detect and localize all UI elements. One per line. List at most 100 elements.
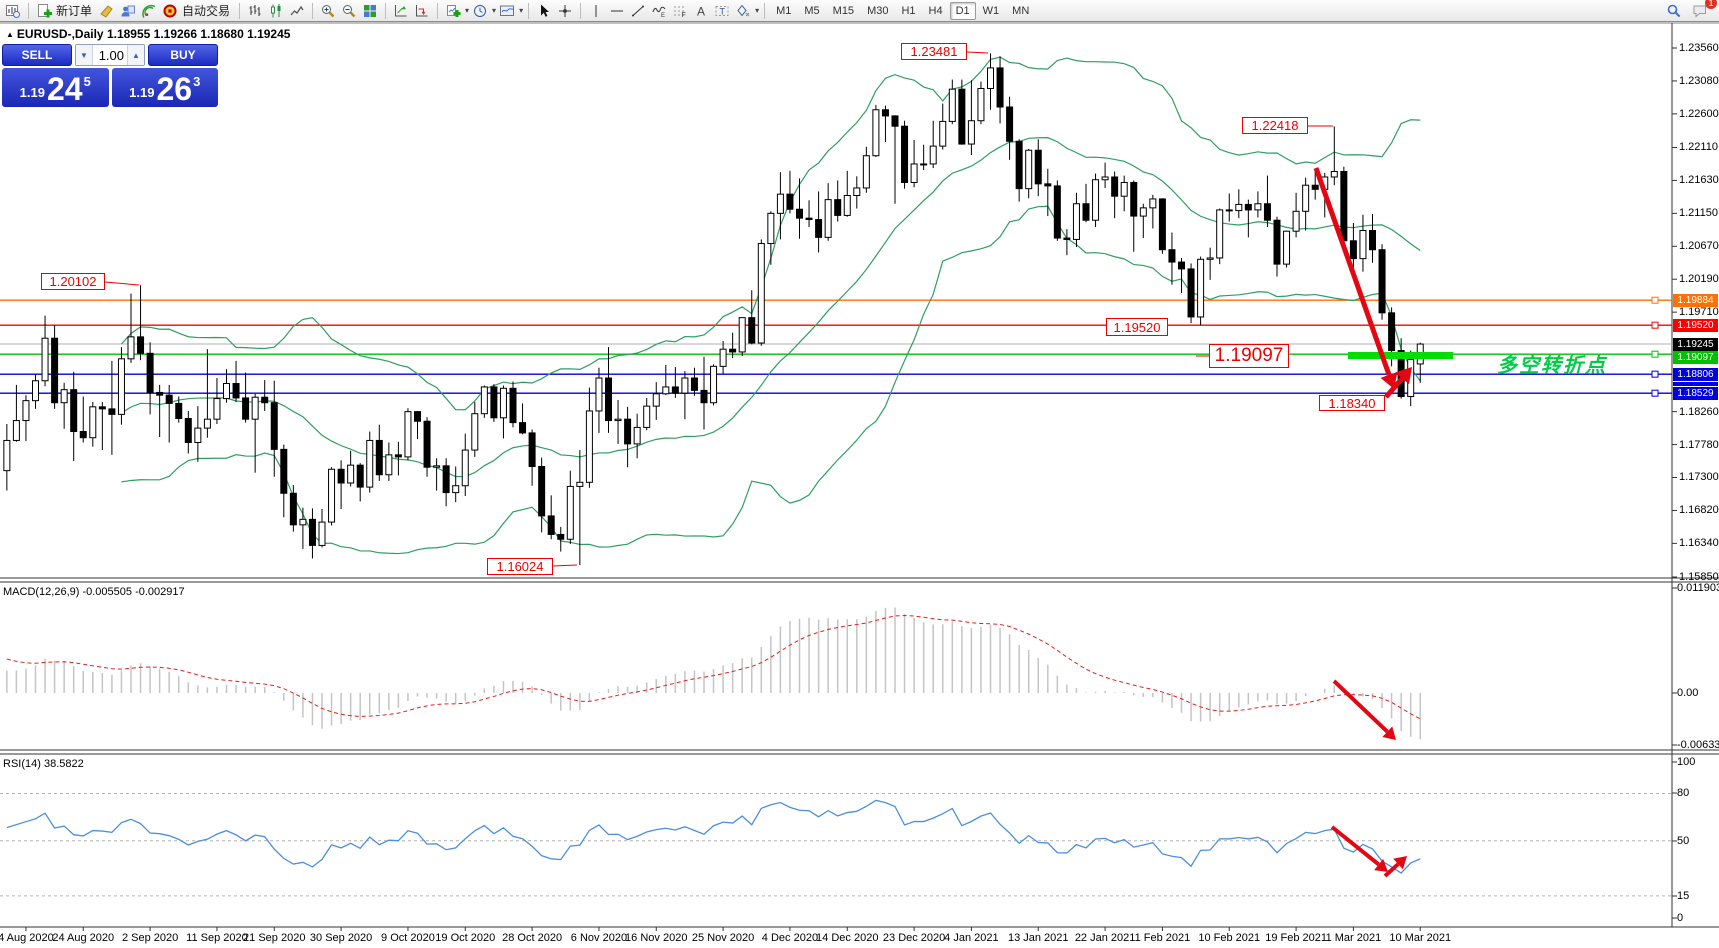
macd-label: MACD(12,26,9) -0.005505 -0.002917 [3, 586, 185, 598]
add-indicator-icon[interactable] [443, 1, 463, 21]
chevron-down-icon[interactable]: ▾ [755, 6, 760, 15]
price-callout[interactable]: 1.19097 [1209, 344, 1289, 368]
toolbar-separator [580, 2, 582, 19]
x-axis-date-label: 22 Jan 2021 [1074, 932, 1136, 944]
timeframe-button-M30[interactable]: M30 [867, 4, 889, 17]
bar-chart-icon[interactable] [245, 1, 265, 21]
window-icon: ▲ [6, 30, 14, 39]
rsi-axis-label: 80 [1677, 787, 1690, 799]
candle-chart-icon[interactable] [266, 1, 286, 21]
price-callout[interactable]: 1.22418 [1242, 117, 1308, 134]
vertical-line-icon[interactable] [586, 1, 606, 21]
axis-price-badge: 1.19245 [1673, 337, 1718, 351]
x-axis-date-label: 25 Nov 2020 [691, 932, 755, 944]
timeframe-toolbar: M1 M5 M15 M30 H1 H4 D1 W1 MN [770, 1, 1035, 20]
rsi-axis-label: 100 [1677, 756, 1696, 768]
auto-arrange-icon[interactable] [391, 1, 411, 21]
line-handle [1651, 350, 1659, 358]
shapes-icon[interactable] [733, 1, 753, 21]
trendline-icon[interactable] [628, 1, 648, 21]
timeframe-button-MN[interactable]: MN [1012, 4, 1030, 17]
price-callout[interactable]: 1.19520 [1106, 318, 1168, 336]
x-axis-date-label: 4 Aug 2020 [0, 932, 54, 944]
macd-axis-label: -0.006334 [1677, 739, 1719, 751]
period-icon[interactable] [470, 1, 490, 21]
autotrade-icon[interactable] [160, 1, 180, 21]
sell-button[interactable]: SELL [2, 44, 72, 66]
fibonacci-icon[interactable]: F [670, 1, 690, 21]
price-callout[interactable]: 1.20102 [41, 273, 105, 290]
chart-note-text[interactable]: 多空转折点 [1497, 355, 1607, 377]
timeframe-button-H4[interactable]: H4 [928, 4, 943, 17]
price-callout[interactable]: 1.18340 [1319, 395, 1385, 411]
x-axis-date-label: 16 Nov 2020 [625, 932, 688, 944]
macd-axis-label: 0.00 [1677, 687, 1699, 699]
sell-price-sup: 5 [83, 74, 91, 89]
volume-decrease-button[interactable]: ▼ [76, 45, 93, 65]
toolbar-separator [528, 2, 530, 19]
rsi-axis-label: 50 [1677, 835, 1690, 847]
price-callout[interactable]: 1.23481 [901, 43, 967, 60]
signal-icon[interactable] [139, 1, 159, 21]
notifications-button[interactable]: 1 [1690, 0, 1717, 21]
timeframe-button-D1[interactable]: D1 [949, 1, 976, 20]
x-axis-date-label: 4 Dec 2020 [761, 932, 819, 944]
volume-input[interactable]: 1.00 [98, 48, 124, 63]
cursor-icon[interactable] [534, 1, 554, 21]
x-axis-date-label: 4 Jan 2021 [944, 932, 999, 944]
buy-price-tile[interactable]: 1.19 26 3 [111, 68, 218, 107]
x-axis-date-label: 1 Mar 2021 [1325, 932, 1382, 944]
elliott-wave-icon[interactable]: E [649, 1, 669, 21]
timeframe-button-M15[interactable]: M15 [832, 4, 855, 17]
x-axis-date-label: 23 Dec 2020 [882, 932, 946, 944]
crosshair-icon[interactable] [555, 1, 575, 21]
line-chart-icon[interactable] [287, 1, 307, 21]
y-axis-label: 1.23560 [1679, 42, 1719, 54]
new-order-icon[interactable] [34, 1, 54, 21]
x-axis-date-label: 24 Aug 2020 [52, 932, 115, 944]
chart-preview-icon[interactable] [3, 1, 23, 21]
timeframe-button-M5[interactable]: M5 [804, 4, 820, 17]
new-order-button[interactable]: 新订单 [56, 4, 93, 18]
bollinger-middle-band [121, 137, 1421, 478]
text-label-icon[interactable]: T [712, 1, 732, 21]
autotrade-button[interactable]: 自动交易 [182, 4, 231, 18]
sell-price-tile[interactable]: 1.19 24 5 [2, 68, 109, 107]
x-axis-date-label: 10 Feb 2021 [1198, 932, 1261, 944]
text-icon[interactable]: A [691, 1, 711, 21]
buy-button[interactable]: BUY [148, 44, 218, 66]
zoom-out-icon[interactable] [339, 1, 359, 21]
trend-arrow [1330, 825, 1380, 867]
price-callout[interactable]: 1.16024 [487, 558, 553, 575]
x-axis-date-label: 13 Jan 2021 [1007, 932, 1069, 944]
y-axis-label: 1.18260 [1679, 405, 1719, 418]
timeframe-button-H1[interactable]: H1 [901, 4, 916, 17]
search-icon[interactable] [1664, 1, 1684, 21]
obscured-price-badge [1673, 381, 1718, 386]
timeframe-button-M1[interactable]: M1 [776, 4, 792, 17]
toolbar-separator [312, 2, 314, 19]
styler-icon[interactable] [97, 1, 117, 21]
x-axis-date-label: 19 Feb 2021 [1265, 932, 1327, 944]
chevron-down-icon[interactable]: ▾ [465, 6, 470, 15]
terminal-icon[interactable] [118, 1, 138, 21]
tile-windows-icon[interactable] [360, 1, 380, 21]
callout-connector [966, 51, 989, 54]
axis-price-badge: 1.18806 [1673, 367, 1718, 381]
track-chart-icon[interactable] [412, 1, 432, 21]
template-icon[interactable] [497, 1, 517, 21]
x-axis-date-label: 9 Oct 2020 [381, 932, 435, 944]
chevron-down-icon[interactable]: ▾ [492, 6, 497, 15]
volume-increase-button[interactable]: ▲ [127, 45, 144, 65]
one-click-trade-panel: SELL ▼ 1.00 ▲ BUY 1.19 24 5 1.19 26 3 [2, 44, 218, 107]
chevron-down-icon[interactable]: ▾ [519, 6, 524, 15]
notification-badge: 1 [1705, 0, 1717, 9]
timeframe-button-W1[interactable]: W1 [982, 4, 1000, 17]
zoom-in-icon[interactable] [318, 1, 338, 21]
y-axis-label: 1.23080 [1679, 74, 1719, 87]
svg-text:F: F [682, 12, 686, 19]
volume-stepper: ▼ 1.00 ▲ [75, 44, 145, 66]
horizontal-line-icon[interactable] [607, 1, 627, 21]
sell-price-prefix: 1.19 [19, 85, 45, 100]
